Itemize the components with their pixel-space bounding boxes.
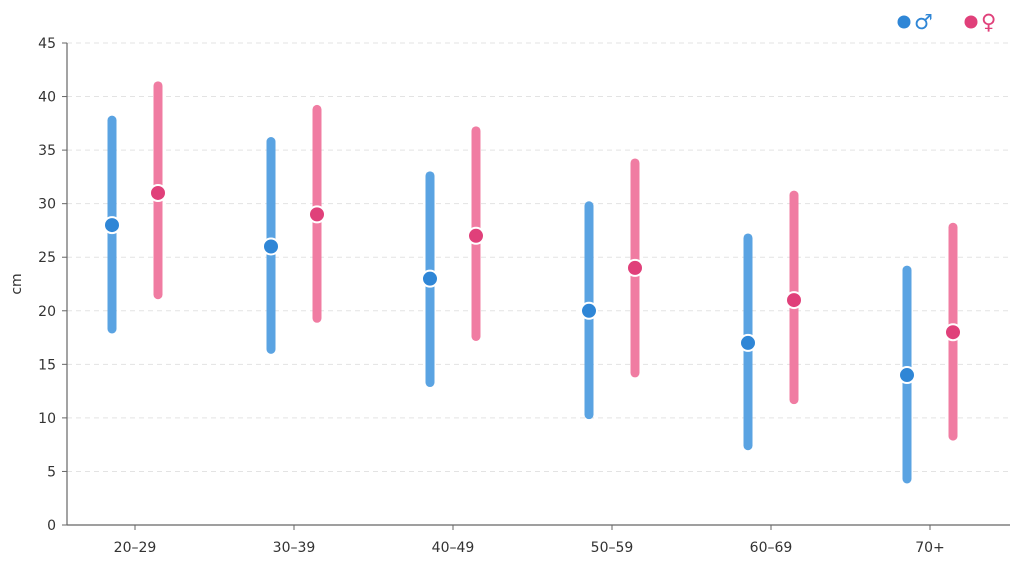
x-tick-label: 50–59 (591, 540, 634, 556)
x-tick-label: 30–39 (273, 540, 316, 556)
data-points (103, 183, 962, 385)
y-axis-title: cm (9, 273, 25, 294)
data-point (308, 205, 326, 224)
data-point (785, 291, 803, 310)
y-tick-label: 30 (38, 197, 56, 213)
x-tick-label: 40–49 (432, 540, 475, 556)
data-point (103, 216, 121, 235)
data-point (626, 258, 644, 277)
x-tick-label: 20–29 (114, 540, 157, 556)
axes (66, 43, 1010, 526)
legend-marker (964, 15, 978, 29)
y-tick-label: 40 (38, 90, 56, 106)
x-tick-label: 70+ (915, 540, 945, 556)
legend: ♂ ♀ (897, 10, 996, 34)
y-tick-label: 45 (38, 36, 56, 52)
data-point (944, 323, 962, 342)
data-point (262, 237, 280, 256)
data-point (421, 269, 439, 288)
y-tick-label: 20 (38, 304, 56, 320)
x-tick-label: 60–69 (750, 540, 793, 556)
data-point (898, 366, 916, 385)
x-axis-ticks: 20–29 30–39 40–49 50–59 60–69 70+ (114, 525, 945, 556)
range-bars (107, 81, 958, 484)
legend-label: ♂ (914, 10, 933, 34)
y-tick-label: 0 (47, 518, 56, 534)
grid (67, 42, 1010, 472)
y-axis-ticks: 0 5 10 15 20 25 30 35 40 45 (38, 36, 67, 534)
data-point (739, 333, 757, 352)
y-tick-label: 25 (38, 250, 56, 266)
legend-label: ♀ (981, 10, 996, 34)
y-tick-label: 5 (47, 464, 56, 480)
legend-marker (897, 15, 911, 29)
data-point (580, 301, 598, 320)
data-point (467, 226, 485, 245)
y-tick-label: 15 (38, 357, 56, 373)
y-tick-label: 10 (38, 411, 56, 427)
y-tick-label: 35 (38, 143, 56, 159)
data-point (149, 183, 167, 202)
